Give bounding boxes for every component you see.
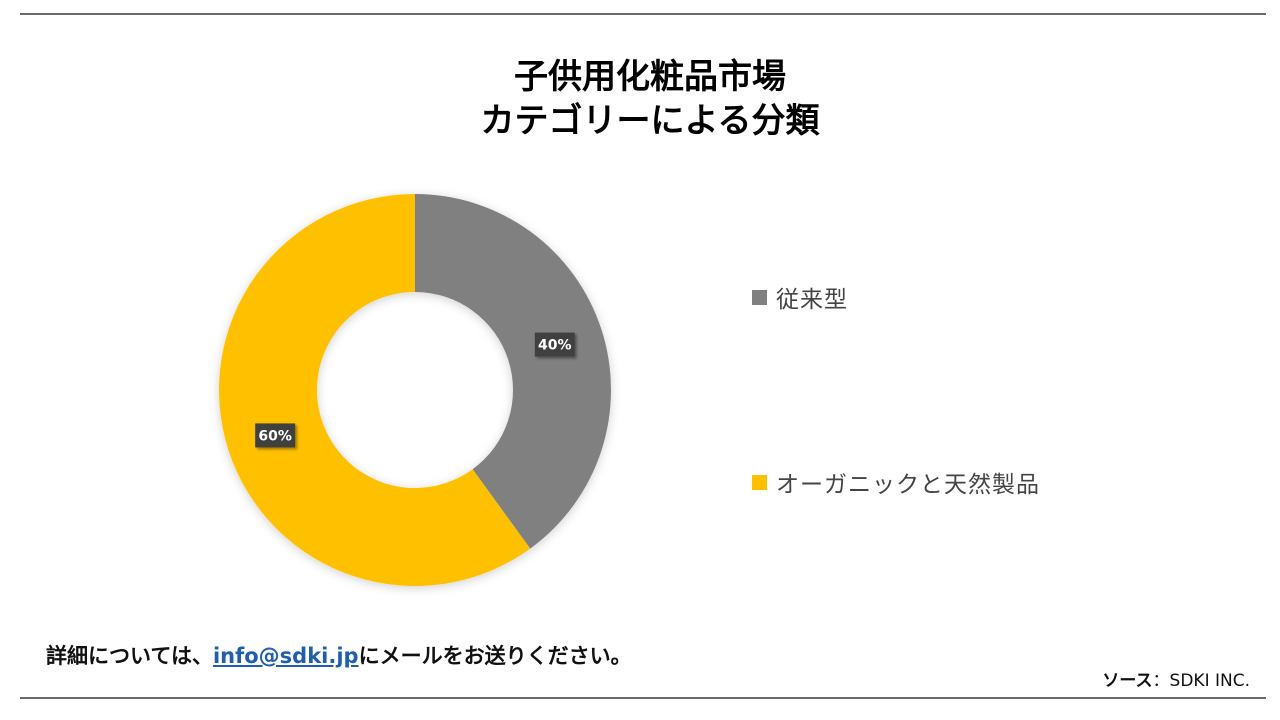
chart-title: 子供用化粧品市場 カテゴリーによる分類 [0, 55, 1280, 143]
data-label-text-1: 40% [538, 338, 572, 354]
legend-item-conventional: 従来型 [752, 280, 848, 314]
legend-label-organic: オーガニックと天然製品 [776, 472, 1040, 498]
legend-swatch-yellow [752, 474, 767, 490]
data-label-box-1 [534, 332, 575, 357]
data-label-box-2 [255, 423, 296, 448]
contact-text-after: にメールをお送りください。 [358, 644, 632, 668]
top-divider [20, 13, 1266, 15]
source-value: ：SDKI INC. [1152, 671, 1250, 691]
bottom-divider [20, 697, 1266, 699]
contact-text-before: 詳細については、 [46, 644, 213, 668]
chart-title-line2: カテゴリーによる分類 [480, 101, 820, 141]
legend-item-organic: オーガニックと天然製品 [752, 465, 1040, 499]
legend-label-conventional: 従来型 [776, 287, 848, 313]
source-credit: ソース：SDKI INC. [1102, 666, 1250, 691]
donut-chart: 40% 60% [218, 194, 611, 586]
donut-slice-1 [415, 194, 611, 549]
chart-title-line1: 子供用化粧品市場 [514, 57, 786, 97]
data-label-2: 60% [255, 423, 296, 448]
legend-swatch-gray [752, 289, 767, 305]
source-label: ソース [1102, 671, 1153, 691]
data-label-text-2: 60% [258, 428, 292, 444]
contact-email-link[interactable]: info@sdki.jp [212, 644, 359, 668]
data-label-1: 40% [534, 332, 575, 357]
donut-slice-2 [218, 194, 531, 586]
contact-line: 詳細については、info@sdki.jpにメールをお送りください。 [46, 640, 632, 670]
